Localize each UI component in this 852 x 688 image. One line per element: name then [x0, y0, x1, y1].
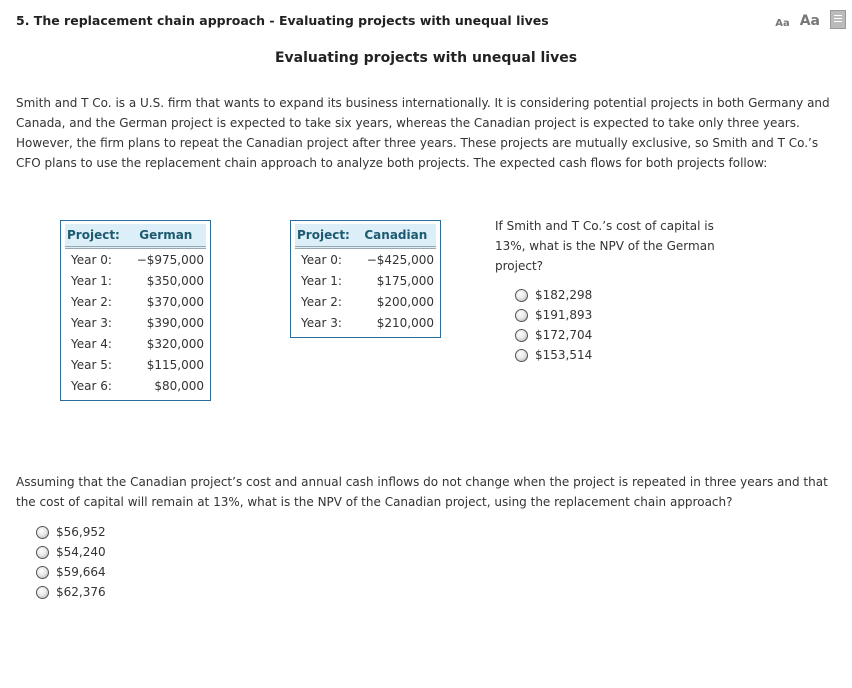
print-icon[interactable]: [830, 10, 846, 29]
question-title: 5. The replacement chain approach - Eval…: [16, 13, 549, 28]
year-label: Year 1:: [71, 273, 112, 288]
toolbar: Aa Aa: [775, 10, 846, 29]
cash-flow-value: $200,000: [376, 294, 434, 309]
option-label: $56,952: [56, 525, 106, 539]
year-label: Year 6:: [71, 378, 112, 393]
answer-option[interactable]: $56,952: [36, 522, 106, 542]
answer-option[interactable]: $182,298: [515, 285, 592, 305]
year-label: Year 0:: [71, 252, 112, 267]
radio-button[interactable]: [515, 348, 528, 362]
intro-paragraph: Smith and T Co. is a U.S. firm that want…: [16, 96, 830, 170]
answer-option[interactable]: $62,376: [36, 582, 106, 602]
cash-flow-value: $80,000: [154, 378, 204, 393]
year-label: Year 5:: [71, 357, 112, 372]
column-header: Project:: [295, 224, 356, 249]
option-label: $172,704: [535, 328, 593, 342]
option-label: $62,376: [56, 585, 106, 599]
option-label: $191,893: [535, 308, 593, 322]
cash-flow-value: $320,000: [146, 336, 204, 351]
year-label: Year 3:: [71, 315, 112, 330]
answer-option[interactable]: $191,893: [515, 305, 592, 325]
radio-button[interactable]: [36, 525, 49, 539]
table-row: Year 0: −$975,000: [65, 249, 206, 270]
year-label: Year 0:: [301, 252, 342, 267]
year-label: Year 1:: [301, 273, 342, 288]
radio-button[interactable]: [515, 328, 528, 342]
answer-option[interactable]: $54,240: [36, 542, 106, 562]
answer-option[interactable]: $59,664: [36, 562, 106, 582]
section-title: Evaluating projects with unequal lives: [274, 50, 578, 66]
table-row: Year 1: $175,000: [295, 270, 436, 291]
year-label: Year 4:: [71, 336, 112, 351]
year-label: Year 2:: [301, 294, 342, 309]
cash-flow-value: $350,000: [146, 273, 204, 288]
table-row: Year 3: $390,000: [65, 312, 206, 333]
table-row: Year 5: $115,000: [65, 354, 206, 375]
column-header: Canadian: [355, 224, 436, 249]
radio-button[interactable]: [36, 545, 49, 559]
canadian-cashflow-table: Project: Canadian Year 0: −$425,000 Year 1…: [290, 220, 441, 338]
cash-flow-value: $115,000: [146, 357, 204, 372]
table-row: Year 3: $210,000: [295, 312, 436, 333]
table-row: Year 2: $200,000: [295, 291, 436, 312]
question-canadian-npv: Assuming that the Canadian project’s cos…: [16, 475, 828, 509]
radio-button[interactable]: [36, 565, 49, 579]
german-npv-options: $182,298 $191,893 $172,704 $153,514: [515, 285, 592, 365]
radio-button[interactable]: [515, 308, 528, 322]
table-row: Year 0: −$425,000: [295, 249, 436, 270]
cash-flow-value: $390,000: [146, 315, 204, 330]
question-german-npv: If Smith and T Co.’s cost of capital is …: [495, 219, 715, 273]
column-header: German: [125, 224, 206, 249]
option-label: $59,664: [56, 565, 106, 579]
table-row: Year 6: $80,000: [65, 375, 206, 396]
option-label: $54,240: [56, 545, 106, 559]
radio-button[interactable]: [36, 585, 49, 599]
decrease-font-button[interactable]: Aa: [775, 18, 790, 29]
canadian-npv-options: $56,952 $54,240 $59,664 $62,376: [36, 522, 106, 602]
option-label: $153,514: [535, 348, 593, 362]
german-cashflow-table: Project: German Year 0: −$975,000 Year 1: $…: [60, 220, 211, 401]
column-header: Project:: [65, 224, 126, 249]
radio-button[interactable]: [515, 288, 528, 302]
cash-flow-value: $210,000: [376, 315, 434, 330]
year-label: Year 2:: [71, 294, 112, 309]
increase-font-button[interactable]: Aa: [799, 13, 820, 29]
answer-option[interactable]: $172,704: [515, 325, 592, 345]
table-row: Year 4: $320,000: [65, 333, 206, 354]
answer-option[interactable]: $153,514: [515, 345, 592, 365]
cash-flow-value: $370,000: [146, 294, 204, 309]
option-label: $182,298: [535, 288, 593, 302]
table-row: Year 1: $350,000: [65, 270, 206, 291]
cash-flow-value: $175,000: [376, 273, 434, 288]
year-label: Year 3:: [301, 315, 342, 330]
table-row: Year 2: $370,000: [65, 291, 206, 312]
cash-flow-value: −$425,000: [366, 252, 434, 267]
cash-flow-value: −$975,000: [136, 252, 204, 267]
